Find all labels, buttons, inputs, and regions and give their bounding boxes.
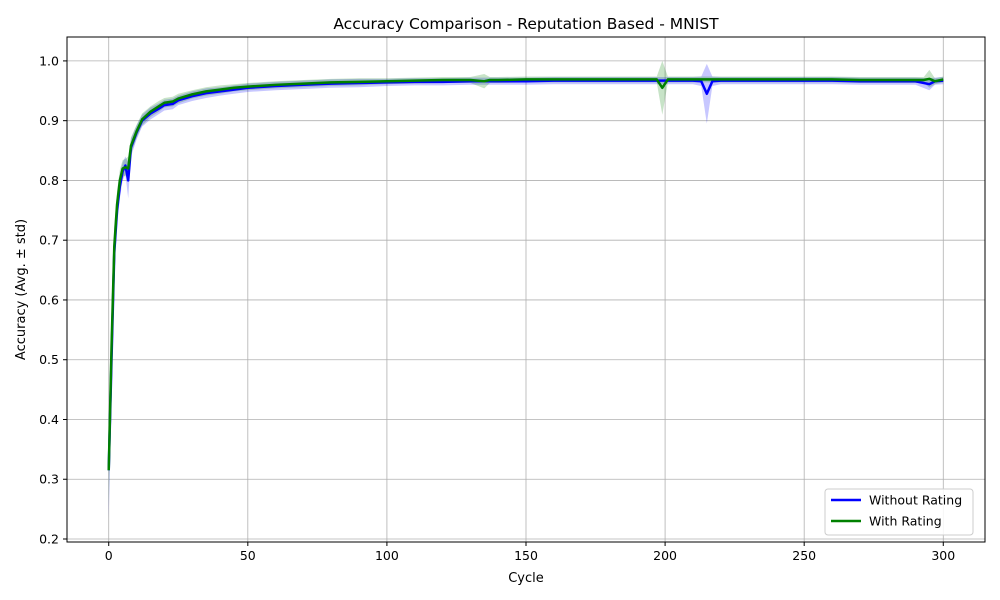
y-axis-label: Accuracy (Avg. ± std) bbox=[14, 219, 29, 360]
x-tick-label: 300 bbox=[931, 548, 955, 563]
x-tick-label: 100 bbox=[375, 548, 399, 563]
x-tick-label: 250 bbox=[792, 548, 816, 563]
y-tick-label: 0.3 bbox=[39, 472, 59, 487]
legend-box bbox=[824, 488, 974, 536]
legend: Without Rating With Rating bbox=[824, 488, 974, 536]
y-tick-label: 1.0 bbox=[39, 53, 59, 68]
y-tick-label: 0.5 bbox=[39, 352, 59, 367]
series-line-with-rating bbox=[107, 77, 944, 471]
x-axis-ticks: 0 50 100 150 200 250 300 bbox=[105, 542, 955, 563]
y-tick-label: 0.4 bbox=[39, 412, 59, 427]
legend-label-without-rating: Without Rating bbox=[869, 493, 962, 508]
grid-lines bbox=[67, 37, 985, 542]
series-lines bbox=[107, 77, 944, 471]
y-tick-label: 0.6 bbox=[39, 292, 59, 307]
chart-title: Accuracy Comparison - Reputation Based -… bbox=[333, 15, 719, 33]
y-tick-label: 0.9 bbox=[39, 113, 59, 128]
legend-label-with-rating: With Rating bbox=[869, 514, 942, 529]
y-tick-label: 0.7 bbox=[39, 233, 59, 248]
y-axis-ticks: 0.2 0.3 0.4 0.5 0.6 0.7 0.8 0.9 1.0 bbox=[39, 53, 67, 547]
x-tick-label: 50 bbox=[240, 548, 256, 563]
x-tick-label: 150 bbox=[514, 548, 538, 563]
y-tick-label: 0.8 bbox=[39, 173, 59, 188]
x-axis-label: Cycle bbox=[508, 571, 544, 586]
x-tick-label: 0 bbox=[105, 548, 113, 563]
x-tick-label: 200 bbox=[653, 548, 677, 563]
y-tick-label: 0.2 bbox=[39, 532, 59, 547]
